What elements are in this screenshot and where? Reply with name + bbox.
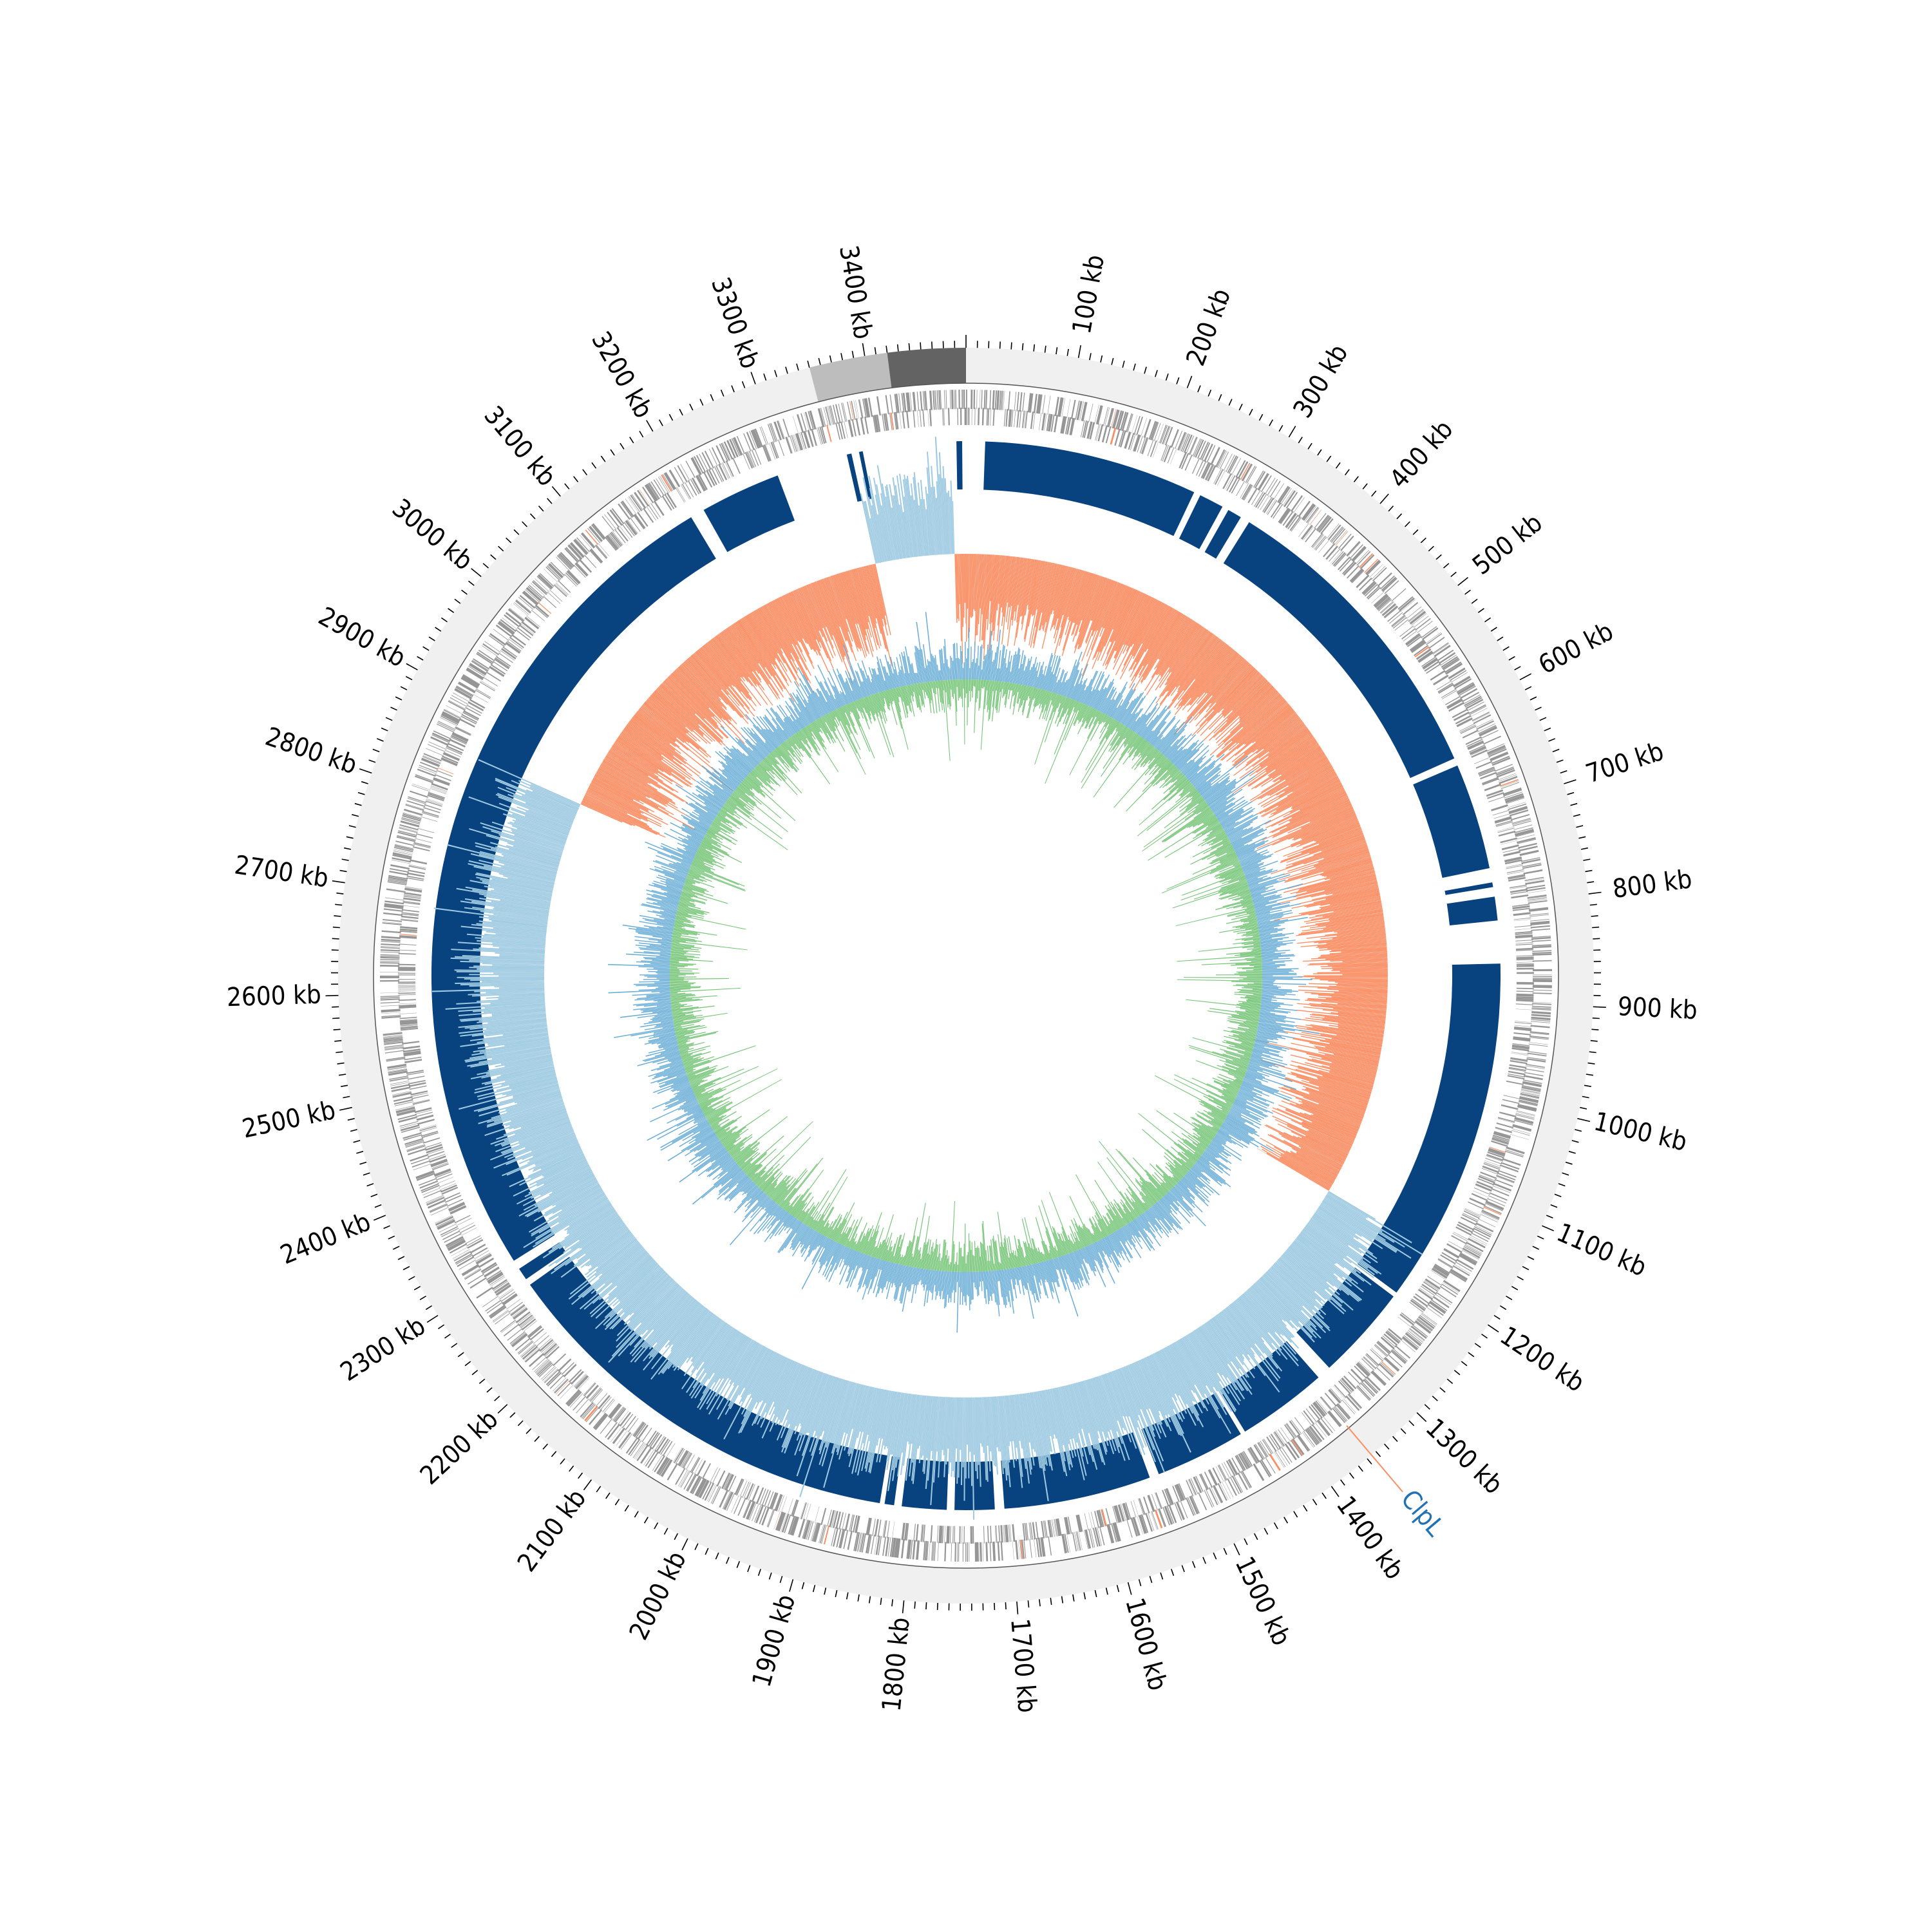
scale-label-2900kb: 2900 kb: [314, 601, 411, 674]
clpl-leader-line: [1346, 1425, 1403, 1493]
gc-content-track: [431, 437, 1423, 1520]
gc-skew-positive: [608, 612, 1320, 1333]
gc-content-region-4: [580, 564, 893, 838]
scale-label-2500kb: 2500 kb: [240, 1095, 338, 1144]
synteny-block-7: [1446, 896, 1498, 925]
synteny-block-22: [956, 441, 963, 490]
synteny-block-16: [529, 1256, 888, 1504]
scale-label-1100kb: 1100 kb: [1552, 1218, 1651, 1283]
scale-label-600kb: 600 kb: [1534, 616, 1618, 680]
synteny-block-20: [846, 453, 862, 502]
scale-label-1600kb: 1600 kb: [1119, 1595, 1172, 1694]
synteny-block-6: [1444, 882, 1493, 895]
scale-label-1700kb: 1700 kb: [1005, 1617, 1042, 1714]
synteny-block-1: [983, 441, 1195, 536]
scale-label-3300kb: 3300 kb: [705, 274, 765, 373]
gc-skew-track: [608, 612, 1320, 1333]
contig-segment-3: [887, 348, 966, 388]
scale-label-3000kb: 3000 kb: [386, 493, 478, 576]
scale-label-1000kb: 1000 kb: [1591, 1107, 1690, 1157]
scale-label-3200kb: 3200 kb: [585, 327, 658, 423]
scale-label-2200kb: 2200 kb: [415, 1405, 504, 1491]
scale-label-1200kb: 1200 kb: [1495, 1321, 1589, 1398]
scale-label-1900kb: 1900 kb: [747, 1591, 802, 1690]
scale-label-2400kb: 2400 kb: [276, 1207, 375, 1270]
scale-label-1300kb: 1300 kb: [1420, 1413, 1508, 1500]
synteny-block-9: [1296, 1267, 1394, 1368]
contig-inner-edge: [373, 383, 1559, 1569]
synteny-block-18: [431, 517, 716, 1261]
clpl-gene-label: ClpL: [1395, 1484, 1450, 1542]
gc-content-region-2: [966, 553, 1388, 1191]
scale-ticks: [325, 335, 1606, 1615]
synteny-block-13: [954, 1461, 995, 1510]
synteny-block-3: [1204, 509, 1241, 559]
scale-label-900kb: 900 kb: [1617, 992, 1698, 1025]
synteny-block-19: [703, 475, 795, 553]
gc-skew-negative: [669, 679, 1263, 1273]
gc-content-region-1: [954, 553, 966, 664]
scale-label-2300kb: 2300 kb: [336, 1311, 431, 1387]
scale-label-1500kb: 1500 kb: [1229, 1552, 1296, 1650]
scale-label-1800kb: 1800 kb: [877, 1616, 916, 1713]
scale-label-2100kb: 2100 kb: [512, 1484, 592, 1577]
contig-track: [337, 348, 1594, 1604]
scale-label-200kb: 200 kb: [1181, 285, 1237, 370]
synteny-block-21: [858, 451, 873, 500]
synteny-block-17: [519, 1242, 566, 1280]
scale-label-500kb: 500 kb: [1467, 508, 1548, 581]
scale-label-2800kb: 2800 kb: [261, 722, 361, 781]
gc-content-region-3: [431, 759, 1423, 1520]
scale-label-2700kb: 2700 kb: [232, 850, 330, 893]
synteny-block-5: [1413, 765, 1490, 878]
scale-label-700kb: 700 kb: [1582, 737, 1667, 790]
gc-content-region-5: [860, 437, 955, 564]
synteny-block-11: [1141, 1392, 1241, 1475]
scale-label-400kb: 400 kb: [1384, 415, 1459, 494]
scale-label-3100kb: 3100 kb: [478, 401, 562, 492]
synteny-block-8: [1358, 963, 1501, 1293]
scale-label-3400kb: 3400 kb: [833, 243, 878, 341]
scale-label-2000kb: 2000 kb: [624, 1547, 692, 1645]
synteny-block-4: [1223, 522, 1455, 779]
contig-segment-2: [809, 352, 892, 402]
scale-label-300kb: 300 kb: [1288, 339, 1354, 423]
scale-label-2600kb: 2600 kb: [226, 980, 321, 1013]
synteny-block-2: [1179, 495, 1223, 549]
synteny-block-10: [1220, 1341, 1319, 1432]
scale-label-800kb: 800 kb: [1611, 864, 1694, 904]
scale-label-100kb: 100 kb: [1067, 252, 1110, 336]
